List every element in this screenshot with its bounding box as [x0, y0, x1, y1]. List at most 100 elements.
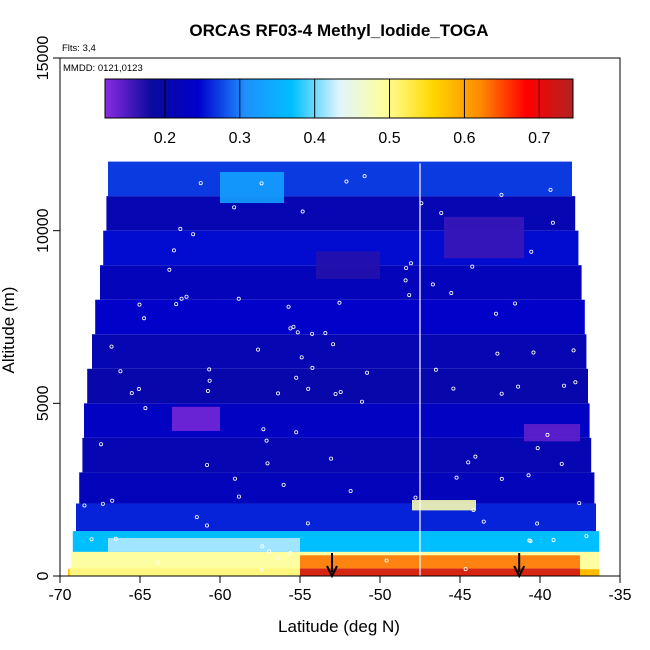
y-tick-label: 5000: [35, 385, 52, 421]
heatmap-layer: [79, 472, 595, 504]
sample-point: [99, 442, 104, 447]
sample-point: [584, 534, 589, 539]
sample-point: [310, 331, 315, 336]
heatmap-feature: [316, 251, 380, 280]
colorbar-tick-label: 0.4: [304, 130, 326, 147]
sample-point: [306, 386, 311, 391]
sample-point: [413, 495, 418, 500]
chart-title: ORCAS RF03-4 Methyl_Iodide_TOGA: [189, 21, 488, 40]
y-tick-label: 10000: [35, 208, 52, 253]
x-tick-label: -40: [528, 587, 551, 604]
sample-point: [481, 519, 486, 524]
sample-point: [337, 300, 342, 305]
dates-note: MMDD: 0121,0123: [63, 63, 143, 74]
heatmap-feature: [220, 171, 284, 204]
sample-point: [82, 503, 87, 508]
sample-point: [454, 475, 459, 480]
sample-point: [291, 324, 296, 329]
x-tick-label: -35: [608, 587, 631, 604]
sample-point: [407, 293, 412, 298]
sample-point: [535, 521, 540, 526]
sample-point: [299, 355, 304, 360]
sample-point: [430, 282, 435, 287]
sample-point: [204, 523, 209, 528]
sample-point: [559, 461, 564, 466]
sample-point: [232, 205, 237, 210]
sample-point: [449, 291, 454, 296]
sample-point: [143, 406, 148, 411]
sample-point: [260, 544, 265, 549]
sample-point: [267, 549, 272, 554]
sample-point: [281, 482, 286, 487]
sample-point: [310, 365, 315, 370]
sample-point: [261, 427, 266, 432]
sample-point: [384, 558, 389, 563]
heatmap-feature: [172, 406, 220, 431]
sample-points: [82, 174, 589, 572]
sample-point: [171, 248, 176, 253]
sample-point: [288, 551, 293, 556]
sample-point: [207, 378, 212, 383]
colorbar: 0.2 0.3 0.4 0.5 0.6 0.7: [104, 78, 574, 147]
sample-point: [294, 430, 299, 435]
sample-point: [359, 399, 364, 404]
sample-point: [276, 391, 281, 396]
sample-point: [256, 347, 261, 352]
x-tick-label: -45: [448, 587, 471, 604]
sample-point: [571, 348, 576, 353]
colorbar-tick-label: 0.3: [229, 130, 251, 147]
sample-point: [207, 367, 212, 372]
colorbar-tick-label: 0.2: [154, 130, 176, 147]
sample-point: [408, 261, 413, 266]
sample-point: [470, 264, 475, 269]
colorbar-tick-label: 0.6: [453, 130, 475, 147]
sample-point: [191, 232, 196, 237]
sample-point: [305, 521, 310, 526]
x-axis: -70 -65 -60 -55 -50 -45 -40 -35: [48, 575, 632, 604]
heatmap-feature: [444, 216, 524, 259]
flights-note: Flts: 3,4: [62, 43, 96, 54]
sample-point: [573, 380, 578, 385]
sample-point: [471, 507, 476, 512]
sample-point: [174, 302, 179, 307]
sample-point: [513, 301, 518, 306]
sample-point: [265, 461, 270, 466]
sample-point: [333, 391, 338, 396]
sample-point: [362, 174, 367, 179]
heatmap-feature: [524, 424, 580, 442]
sample-point: [433, 367, 438, 372]
sample-point: [288, 326, 293, 331]
x-tick-label: -50: [368, 587, 391, 604]
sample-point: [178, 226, 183, 231]
sample-point: [276, 556, 281, 561]
sample-point: [232, 476, 237, 481]
colorbar-ticks: 0.2 0.3 0.4 0.5 0.6 0.7: [154, 79, 551, 147]
heatmap-layer: [82, 437, 592, 473]
x-tick-label: -55: [288, 587, 311, 604]
sample-point: [89, 537, 94, 542]
sample-point: [100, 501, 105, 506]
x-axis-label: Latitude (deg N): [278, 617, 400, 636]
sample-point: [264, 438, 269, 443]
sample-point: [494, 311, 499, 316]
sample-point: [205, 388, 210, 393]
heatmap-feature: [108, 538, 300, 552]
heatmap-feature: [412, 500, 476, 511]
sample-point: [495, 351, 500, 356]
sample-point: [300, 209, 305, 214]
sample-point: [259, 567, 264, 572]
sample-point: [109, 344, 114, 349]
sample-point: [184, 294, 189, 299]
sample-point: [499, 391, 504, 396]
sample-point: [499, 476, 504, 481]
sample-point: [344, 179, 349, 184]
y-axis: 0 5000 10000 15000: [35, 36, 60, 580]
sample-point: [129, 391, 134, 396]
sample-point: [403, 278, 408, 283]
heatmap-layer: [87, 368, 588, 404]
heatmap-feature: [300, 568, 580, 576]
sample-point: [404, 265, 409, 270]
y-tick-label: 15000: [35, 36, 52, 81]
sample-point: [323, 331, 328, 336]
